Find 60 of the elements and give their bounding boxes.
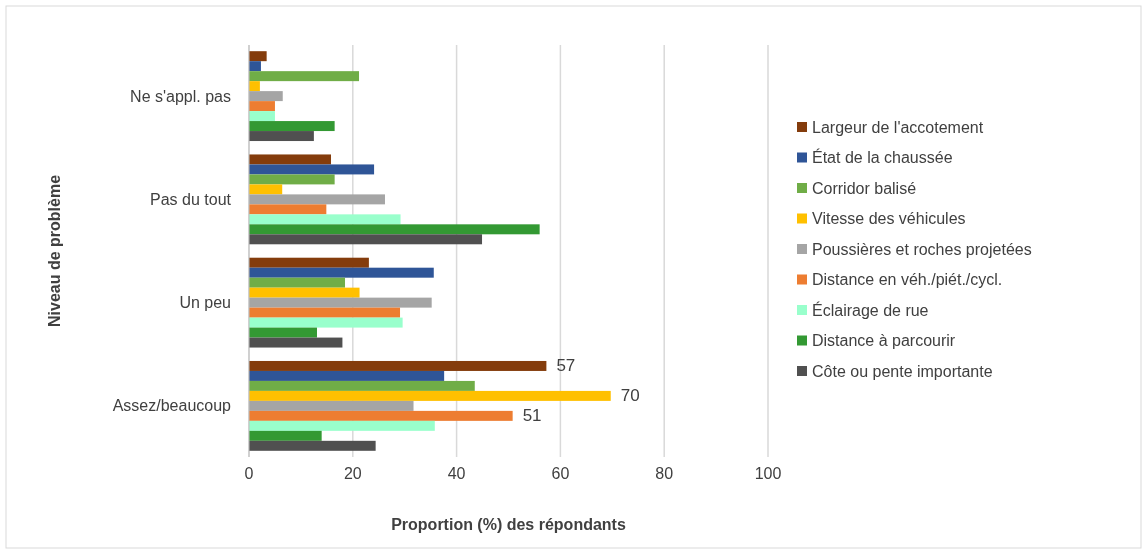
bar xyxy=(249,287,360,298)
legend-label: Vitesse des véhicules xyxy=(812,210,966,227)
y-tick-label: Pas du tout xyxy=(150,190,232,208)
y-tick-label: Ne s'appl. pas xyxy=(130,87,231,105)
bar xyxy=(249,111,275,122)
data-label: 70 xyxy=(620,386,640,406)
bar xyxy=(249,81,260,92)
bar xyxy=(249,390,611,401)
bar xyxy=(249,164,375,175)
bar xyxy=(249,337,343,348)
legend-label: Distance à parcourir xyxy=(812,332,956,349)
bar xyxy=(249,184,283,195)
bar xyxy=(249,430,322,441)
bar xyxy=(249,51,267,62)
bar xyxy=(249,360,547,371)
data-label: 51 xyxy=(522,406,542,426)
y-tick-label: Un peu xyxy=(179,294,231,312)
x-tick-label: 80 xyxy=(655,465,674,482)
legend-label: Poussières et roches projetées xyxy=(812,240,1032,258)
bar xyxy=(249,61,261,72)
y-tick-label: Assez/beaucoup xyxy=(112,397,232,415)
legend-label: Éclairage de rue xyxy=(812,300,929,319)
bar xyxy=(249,420,435,431)
bar xyxy=(249,174,335,185)
bar xyxy=(249,380,475,391)
bar xyxy=(249,327,317,338)
x-tick-label: 100 xyxy=(754,465,782,482)
bar xyxy=(249,267,434,278)
bar xyxy=(249,204,327,215)
legend-label: État de la chaussée xyxy=(812,148,953,166)
bar xyxy=(249,410,513,421)
bar xyxy=(249,400,414,411)
y-axis-title: Niveau de problème xyxy=(46,174,63,328)
bar xyxy=(249,121,335,132)
bar xyxy=(249,257,369,268)
bar xyxy=(249,277,346,288)
bar xyxy=(249,370,445,381)
legend-label: Largeur de l'accotement xyxy=(812,118,984,136)
x-tick-label: 60 xyxy=(551,465,570,482)
legend-label: Côte ou pente importante xyxy=(812,362,993,380)
x-tick-label: 0 xyxy=(244,465,254,482)
bar xyxy=(249,214,401,225)
bar xyxy=(249,440,376,451)
bar xyxy=(249,91,283,102)
bar xyxy=(249,234,483,245)
bar xyxy=(249,317,403,328)
bar xyxy=(249,71,360,82)
bar xyxy=(249,101,275,112)
bar xyxy=(249,131,314,142)
legend-label: Distance en véh./piét./cycl. xyxy=(812,271,1003,288)
legend-label: Corridor balisé xyxy=(812,179,917,197)
bar xyxy=(249,194,385,205)
x-tick-label: 40 xyxy=(447,465,466,482)
bar xyxy=(249,307,401,318)
data-label: 57 xyxy=(556,356,576,376)
bar xyxy=(249,224,540,235)
bar xyxy=(249,297,432,308)
bar xyxy=(249,154,331,165)
x-tick-label: 20 xyxy=(343,465,362,482)
x-axis-title: Proportion (%) des répondants xyxy=(391,516,626,533)
